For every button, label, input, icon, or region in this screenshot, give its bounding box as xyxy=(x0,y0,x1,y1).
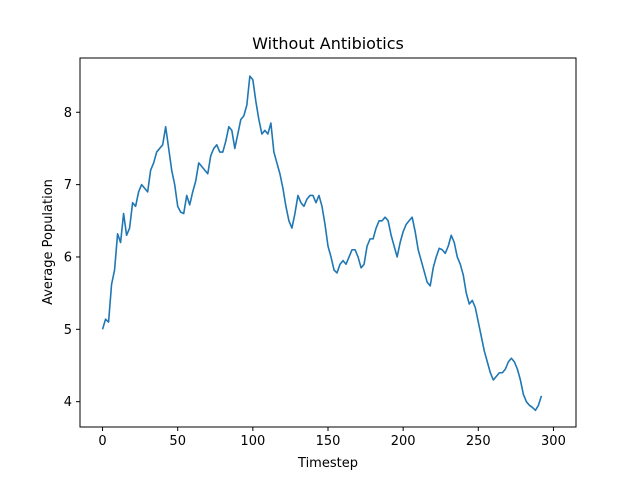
x-tick-label: 200 xyxy=(391,434,416,449)
series-line-0 xyxy=(101,75,543,412)
y-axis: 4 5 6 7 8 xyxy=(64,106,80,410)
x-tick-label: 0 xyxy=(98,434,106,449)
y-tick-label: 5 xyxy=(64,323,72,338)
x-tick-label: 100 xyxy=(240,434,265,449)
y-axis-label: Average Population xyxy=(41,179,56,305)
x-tick-label: 250 xyxy=(466,434,491,449)
x-axis: 0 50 100 150 200 250 300 xyxy=(98,427,566,449)
x-tick-label: 300 xyxy=(541,434,566,449)
y-tick-label: 8 xyxy=(64,106,72,121)
y-tick-label: 7 xyxy=(64,178,72,193)
plot-area xyxy=(101,75,543,412)
x-axis-label: Timestep xyxy=(297,456,358,471)
chart-title: Without Antibiotics xyxy=(252,34,404,53)
y-tick-label: 4 xyxy=(64,395,72,410)
x-tick-label: 50 xyxy=(169,434,186,449)
y-tick-label: 6 xyxy=(64,250,72,265)
axes-frame xyxy=(79,57,577,428)
x-tick-label: 150 xyxy=(316,434,341,449)
